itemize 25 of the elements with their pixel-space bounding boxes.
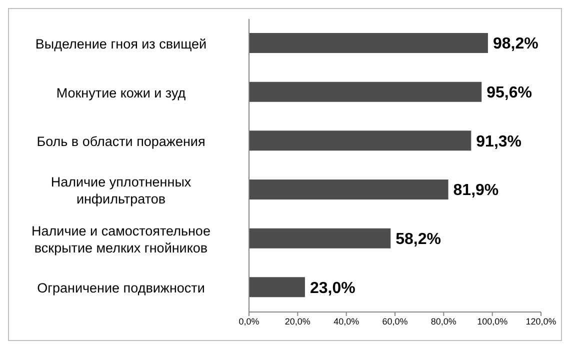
bar	[249, 228, 391, 248]
x-tick-label: 100,0%	[477, 316, 508, 326]
x-tick-label: 40,0%	[334, 316, 360, 326]
y-tick-label: Выделение гноя из свищей	[35, 36, 207, 52]
data-label: 81,9%	[453, 182, 499, 200]
bar	[249, 277, 305, 298]
bar	[249, 180, 448, 200]
y-tick-label: Мокнутие кожи и зуд	[56, 85, 186, 100]
data-label: 95,6%	[486, 84, 532, 102]
bar	[249, 33, 488, 53]
x-tick-label: 60,0%	[382, 316, 408, 326]
y-tick-label: Наличие и самостоятельное вскрытие мелких гнойников	[32, 223, 210, 256]
data-label: 98,2%	[492, 36, 538, 53]
y-tick-label: Наличие уплотненных инфильтратов	[50, 174, 192, 206]
x-tick-label: 20,0%	[284, 316, 310, 326]
y-tick-label: Боль в области поражения	[36, 134, 206, 150]
data-label: 91,3%	[476, 133, 522, 150]
x-tick-label: 0,0%	[238, 316, 260, 326]
data-label: 58,2%	[396, 231, 441, 248]
bar	[249, 130, 472, 151]
y-tick-label: Ограничение подвижности	[37, 280, 205, 296]
bar	[249, 82, 482, 102]
data-label: 23,0%	[310, 280, 356, 297]
x-tick-label: 120,0%	[526, 316, 556, 326]
x-tick-label: 80,0%	[430, 316, 456, 326]
